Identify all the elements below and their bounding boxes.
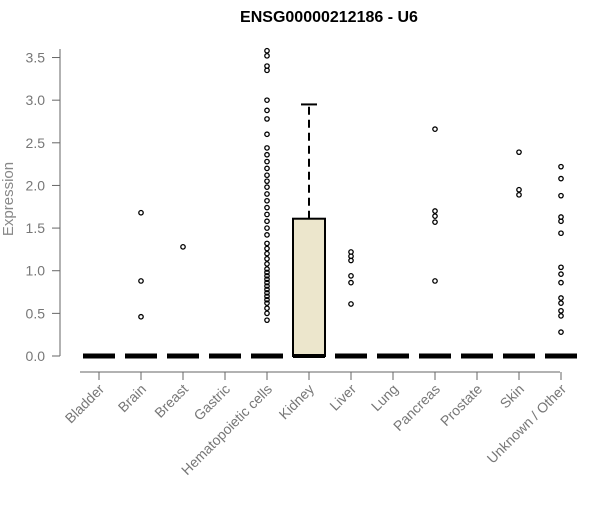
x-tick-label: Brain (115, 381, 149, 415)
outlier-point (558, 175, 564, 182)
y-tick-label: 0.5 (26, 305, 46, 321)
outlier-point (558, 230, 564, 237)
outlier-point (180, 243, 186, 250)
outlier-point (558, 218, 564, 225)
y-tick-label: 2.0 (26, 177, 46, 193)
outlier-point (264, 272, 270, 279)
y-tick-label: 1.5 (26, 220, 46, 236)
outlier-point (558, 279, 564, 286)
outlier-point (558, 264, 564, 271)
x-tick-label: Breast (151, 381, 191, 421)
outlier-point (138, 209, 144, 216)
outlier-point (432, 208, 438, 214)
outlier-point (264, 310, 270, 317)
outlier-point (264, 197, 270, 204)
outlier-point (138, 313, 144, 320)
outlier-point (264, 158, 270, 165)
outlier-point (264, 293, 270, 300)
outlier-point (558, 329, 564, 335)
x-tick-label: Lung (368, 381, 401, 414)
y-tick-label: 3.0 (26, 92, 46, 108)
outlier-point (432, 219, 438, 225)
outlier-point (516, 191, 522, 198)
chart-title: ENSG00000212186 - U6 (240, 9, 418, 26)
x-tick-label: Pancreas (390, 381, 443, 434)
box-series (83, 103, 577, 359)
outlier-point (264, 286, 270, 293)
outlier-point (264, 225, 270, 231)
y-axis-title: Expression (0, 162, 17, 236)
outlier-point (348, 257, 354, 264)
outlier-point (264, 178, 270, 185)
outlier-point (264, 116, 270, 122)
outlier-point (264, 317, 270, 324)
outlier-point (264, 145, 270, 151)
outlier-point (264, 305, 270, 312)
outlier-point (264, 296, 270, 303)
outlier-point (432, 213, 438, 219)
outlier-point (516, 186, 522, 193)
outlier-point (264, 172, 270, 179)
outlier-point (264, 204, 270, 211)
outlier-point (348, 272, 354, 279)
outlier-point (348, 301, 354, 307)
outlier-point (264, 240, 270, 247)
outlier-point (264, 300, 270, 306)
outlier-point (264, 131, 270, 138)
y-tick-label: 1.0 (26, 263, 46, 279)
outlier-point (264, 266, 270, 272)
y-tick-label: 0.0 (26, 348, 46, 364)
outlier-point (264, 52, 270, 59)
outlier-point (558, 271, 564, 277)
outlier-point (558, 300, 564, 306)
x-tick-label: Skin (497, 381, 528, 412)
outlier-point (264, 191, 270, 197)
y-axis-ticks: 0.0 0.5 1.0 1.5 2.0 2.5 3.0 3.5 (26, 50, 60, 364)
outlier-point (558, 163, 564, 170)
outlier-point (264, 290, 270, 296)
outlier-point (138, 278, 144, 284)
outlier-point (264, 47, 270, 54)
outlier-point (264, 97, 270, 104)
x-tick-label: Bladder (62, 381, 108, 427)
outlier-point (264, 67, 270, 74)
outlier-point (264, 245, 270, 252)
outlier-point (264, 211, 270, 218)
outlier-point (264, 283, 270, 289)
outlier-point (558, 192, 564, 199)
outlier-point (264, 276, 270, 283)
outlier-point (264, 232, 270, 238)
x-tick-label: Unknown / Other (484, 381, 570, 467)
outlier-point (264, 261, 270, 267)
x-tick-label: Kidney (276, 381, 318, 423)
box-kidney (292, 217, 326, 357)
x-tick-label: Liver (326, 381, 359, 414)
outlier-point (558, 295, 564, 301)
outlier-point (264, 218, 270, 225)
outlier-point (264, 107, 270, 114)
outlier-point (432, 278, 438, 284)
outlier-point (432, 126, 438, 133)
y-tick-label: 3.5 (26, 50, 46, 66)
outlier-point (348, 279, 354, 286)
outlier-point (264, 184, 270, 190)
outlier-point (264, 250, 270, 257)
outlier-point (264, 165, 270, 172)
outlier-point (264, 151, 270, 158)
outlier-point (558, 307, 564, 314)
y-tick-label: 2.5 (26, 135, 46, 151)
outlier-point (264, 269, 270, 276)
outlier-point (264, 279, 270, 286)
outlier-point (516, 149, 522, 156)
x-tick-label: Prostate (437, 381, 485, 429)
outlier-points (138, 47, 564, 335)
outlier-point (558, 313, 564, 319)
outlier-point (264, 255, 270, 262)
